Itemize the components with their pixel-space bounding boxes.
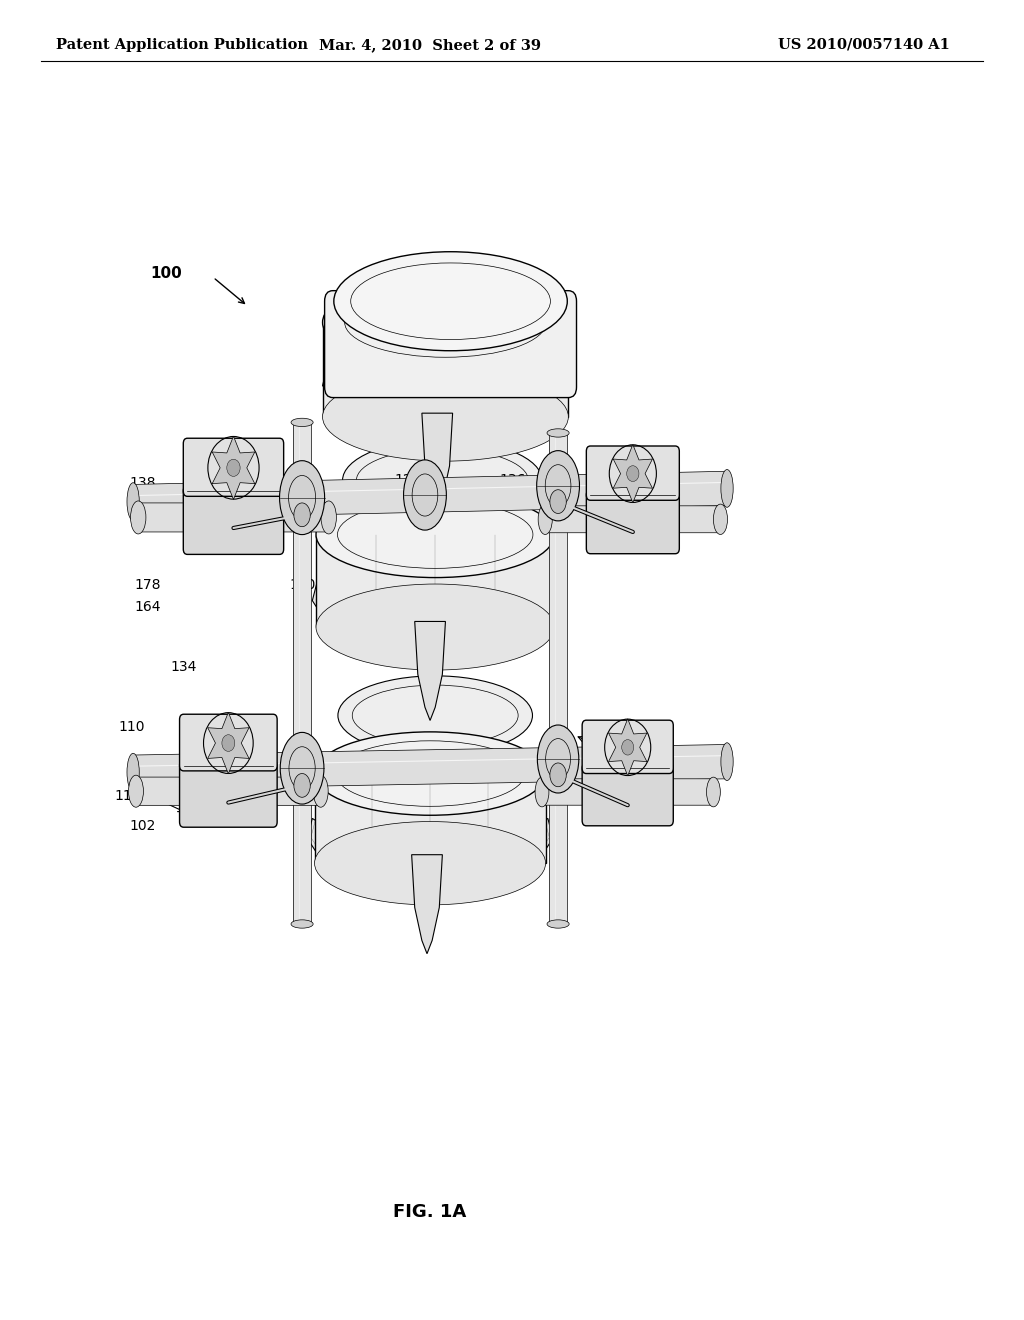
FancyBboxPatch shape: [325, 290, 577, 397]
Polygon shape: [133, 744, 727, 789]
Text: Mar. 4, 2010  Sheet 2 of 39: Mar. 4, 2010 Sheet 2 of 39: [319, 38, 541, 51]
Text: Patent Application Publication: Patent Application Publication: [56, 38, 308, 51]
FancyBboxPatch shape: [279, 503, 330, 532]
Text: 130: 130: [289, 578, 315, 591]
Polygon shape: [435, 554, 558, 624]
Text: FIG. 1A: FIG. 1A: [393, 1203, 467, 1221]
Text: US 2010/0057140 A1: US 2010/0057140 A1: [778, 38, 950, 51]
Ellipse shape: [280, 461, 325, 535]
Polygon shape: [133, 471, 727, 519]
FancyBboxPatch shape: [674, 506, 722, 533]
Polygon shape: [316, 535, 554, 627]
Ellipse shape: [403, 459, 446, 531]
Polygon shape: [430, 792, 553, 862]
FancyBboxPatch shape: [135, 777, 184, 805]
Ellipse shape: [129, 775, 143, 808]
Text: 110: 110: [119, 721, 145, 734]
Text: 176: 176: [477, 618, 504, 631]
Ellipse shape: [323, 372, 568, 461]
FancyBboxPatch shape: [179, 760, 278, 828]
Text: 112: 112: [115, 789, 141, 803]
Ellipse shape: [550, 763, 566, 787]
Polygon shape: [613, 445, 652, 503]
Polygon shape: [293, 422, 311, 924]
Ellipse shape: [721, 743, 733, 780]
Text: 128: 128: [424, 521, 451, 535]
Text: 100: 100: [151, 265, 182, 281]
Text: 106: 106: [592, 738, 618, 751]
Ellipse shape: [538, 725, 579, 793]
Text: 164: 164: [134, 601, 161, 614]
Text: 122: 122: [410, 499, 436, 512]
FancyBboxPatch shape: [587, 490, 679, 553]
Text: 178: 178: [134, 578, 161, 591]
Ellipse shape: [316, 491, 554, 578]
Ellipse shape: [313, 775, 328, 808]
Ellipse shape: [127, 483, 139, 520]
Polygon shape: [323, 339, 445, 409]
Ellipse shape: [721, 470, 733, 507]
Text: 116: 116: [397, 768, 424, 781]
Ellipse shape: [323, 279, 568, 367]
Ellipse shape: [316, 583, 554, 671]
Ellipse shape: [322, 502, 336, 535]
Polygon shape: [415, 622, 445, 721]
Polygon shape: [412, 855, 442, 953]
Ellipse shape: [281, 733, 324, 804]
Polygon shape: [314, 774, 546, 863]
FancyBboxPatch shape: [183, 438, 284, 496]
Polygon shape: [208, 713, 249, 774]
Ellipse shape: [622, 739, 634, 755]
Text: 138: 138: [129, 477, 156, 490]
Ellipse shape: [342, 440, 543, 521]
Ellipse shape: [334, 252, 567, 351]
Ellipse shape: [314, 821, 546, 906]
Ellipse shape: [536, 777, 549, 807]
Ellipse shape: [627, 466, 639, 482]
Polygon shape: [445, 339, 568, 409]
Polygon shape: [323, 322, 568, 417]
FancyBboxPatch shape: [183, 486, 284, 554]
Polygon shape: [608, 719, 647, 776]
Text: 102: 102: [129, 820, 156, 833]
Polygon shape: [422, 413, 453, 512]
FancyBboxPatch shape: [582, 721, 674, 774]
Ellipse shape: [547, 920, 569, 928]
Polygon shape: [212, 436, 255, 499]
FancyBboxPatch shape: [587, 446, 679, 500]
FancyBboxPatch shape: [668, 779, 715, 805]
Ellipse shape: [222, 735, 234, 751]
Text: 120: 120: [394, 474, 421, 487]
Ellipse shape: [338, 676, 532, 755]
FancyBboxPatch shape: [137, 503, 188, 532]
Ellipse shape: [291, 920, 313, 928]
Ellipse shape: [291, 418, 313, 426]
Text: 134: 134: [170, 660, 197, 673]
Text: 136: 136: [500, 474, 526, 487]
Ellipse shape: [131, 502, 146, 535]
Text: 162: 162: [469, 643, 496, 656]
Ellipse shape: [294, 774, 310, 797]
FancyBboxPatch shape: [582, 763, 674, 826]
Ellipse shape: [714, 504, 727, 535]
Ellipse shape: [314, 731, 546, 816]
Ellipse shape: [127, 754, 139, 791]
Text: 118: 118: [423, 591, 450, 605]
FancyBboxPatch shape: [541, 779, 588, 805]
Ellipse shape: [227, 459, 240, 477]
Polygon shape: [549, 433, 567, 924]
FancyBboxPatch shape: [544, 506, 592, 533]
Ellipse shape: [539, 504, 552, 535]
FancyBboxPatch shape: [179, 714, 278, 771]
Polygon shape: [312, 554, 435, 624]
Ellipse shape: [547, 429, 569, 437]
Text: 132: 132: [423, 744, 450, 758]
Ellipse shape: [537, 450, 580, 521]
Ellipse shape: [707, 777, 720, 807]
Ellipse shape: [550, 490, 566, 513]
Polygon shape: [307, 792, 430, 862]
FancyBboxPatch shape: [272, 777, 322, 805]
Text: 104: 104: [541, 430, 567, 444]
Ellipse shape: [294, 503, 310, 527]
